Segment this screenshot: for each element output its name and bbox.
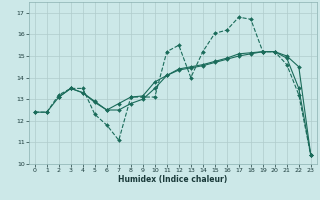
X-axis label: Humidex (Indice chaleur): Humidex (Indice chaleur) — [118, 175, 228, 184]
